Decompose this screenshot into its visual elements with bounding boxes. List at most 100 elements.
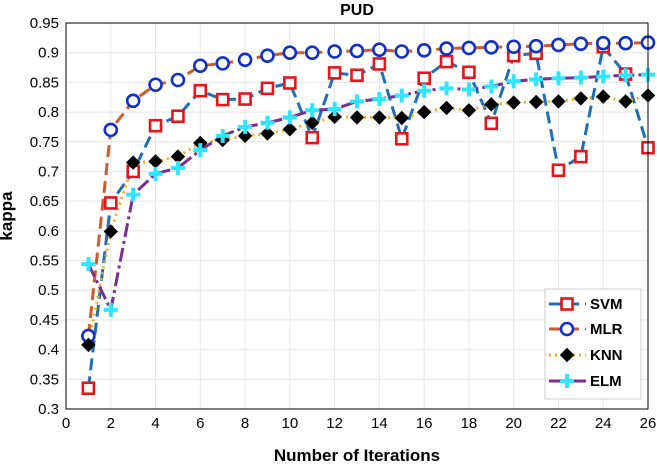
x-tick-label-5: 10 xyxy=(282,415,299,432)
data-point-svm-14 xyxy=(372,57,387,71)
data-point-elm-24 xyxy=(596,69,611,84)
y-tick-label-12: 0.9 xyxy=(38,45,59,62)
legend-marker-svm xyxy=(560,297,574,311)
data-point-elm-14 xyxy=(372,92,387,107)
y-tick-label-10: 0.8 xyxy=(38,104,59,121)
data-point-elm-7 xyxy=(215,128,230,143)
legend-marker-shape-mlr xyxy=(559,321,575,337)
data-point-knn-22 xyxy=(551,94,566,109)
data-point-mlr-19 xyxy=(484,40,499,55)
data-point-mlr-25 xyxy=(618,35,633,51)
data-point-elm-12 xyxy=(327,102,342,117)
y-tick-label-7: 0.65 xyxy=(30,193,59,210)
data-point-knn-19 xyxy=(484,97,499,112)
data-point-knn-14 xyxy=(372,110,387,125)
y-tick-label-2: 0.4 xyxy=(38,342,59,359)
x-tick-label-12: 24 xyxy=(595,415,612,432)
data-point-elm-18 xyxy=(461,82,476,97)
data-point-knn-11 xyxy=(305,115,320,130)
data-point-svm-2 xyxy=(103,196,118,210)
data-point-mlr-11 xyxy=(304,45,320,60)
data-point-elm-13 xyxy=(350,94,364,109)
x-tick-label-13: 26 xyxy=(640,415,657,432)
data-point-svm-8 xyxy=(238,92,252,106)
data-point-elm-16 xyxy=(417,83,432,98)
data-point-elm-22 xyxy=(551,71,566,86)
data-point-elm-6 xyxy=(193,143,208,158)
legend-marker-knn xyxy=(559,347,575,363)
legend-marker-shape-knn xyxy=(559,347,575,363)
data-point-elm-2 xyxy=(103,302,118,317)
data-point-svm-7 xyxy=(215,92,230,107)
data-point-mlr-2 xyxy=(103,122,119,138)
data-point-elm-21 xyxy=(529,72,544,87)
y-tick-label-1: 0.35 xyxy=(30,371,59,388)
data-point-knn-9 xyxy=(260,126,275,141)
data-point-elm-3 xyxy=(126,187,141,202)
data-point-knn-18 xyxy=(461,103,477,118)
data-point-svm-11 xyxy=(305,130,320,145)
data-point-mlr-7 xyxy=(215,56,230,71)
data-point-knn-10 xyxy=(282,122,298,137)
x-tick-label-6: 12 xyxy=(326,415,343,432)
x-tick-labels: 0 2 4 6 8 10 12 14 16 18 20 22 24 26 xyxy=(62,415,657,432)
data-point-knn-1 xyxy=(81,337,96,353)
x-tick-label-11: 22 xyxy=(550,415,567,432)
y-tick-label-6: 0.6 xyxy=(38,223,59,240)
y-axis-label: kappa xyxy=(0,191,16,241)
data-point-svm-9 xyxy=(260,81,275,96)
data-point-knn-23 xyxy=(573,91,589,106)
data-point-elm-17 xyxy=(439,81,454,96)
data-point-mlr-18 xyxy=(461,40,477,56)
data-point-svm-16 xyxy=(417,71,431,86)
data-point-mlr-3 xyxy=(125,93,141,109)
plot-frame xyxy=(65,22,649,410)
data-point-knn-15 xyxy=(394,110,409,126)
data-point-mlr-4 xyxy=(148,77,163,93)
data-point-mlr-5 xyxy=(170,72,186,88)
x-tick-label-9: 18 xyxy=(461,415,478,432)
x-tick-label-0: 0 xyxy=(62,415,70,432)
data-point-mlr-24 xyxy=(595,35,611,51)
legend-label-svm: SVM xyxy=(590,296,623,313)
data-point-mlr-17 xyxy=(439,41,454,56)
x-tick-label-3: 6 xyxy=(196,415,204,432)
legend-entry-mlr: MLR xyxy=(549,321,623,338)
data-point-svm-15 xyxy=(394,132,409,146)
data-point-svm-12 xyxy=(327,66,342,80)
y-tick-label-0: 0.3 xyxy=(38,401,59,418)
legend-entry-elm: ELM xyxy=(549,373,622,390)
data-point-elm-23 xyxy=(573,70,588,85)
data-point-knn-2 xyxy=(103,224,118,239)
data-point-elm-8 xyxy=(238,119,253,134)
legend-marker-shape-svm xyxy=(560,297,574,311)
data-point-svm-6 xyxy=(193,83,208,98)
legend-label-mlr: MLR xyxy=(590,321,623,338)
data-point-mlr-15 xyxy=(394,44,410,59)
legend-marker-shape-elm xyxy=(560,374,574,388)
data-point-mlr-22 xyxy=(551,37,566,53)
data-point-mlr-10 xyxy=(282,45,298,60)
y-tick-label-13: 0.95 xyxy=(30,15,59,32)
y-tick-label-4: 0.5 xyxy=(38,282,59,299)
data-point-elm-25 xyxy=(618,68,633,83)
x-axis-label: Number of Iterations xyxy=(274,446,440,465)
series-line-elm xyxy=(87,73,649,312)
data-point-elm-11 xyxy=(305,103,320,118)
data-point-knn-24 xyxy=(596,89,611,104)
data-point-mlr-13 xyxy=(349,43,365,59)
x-tick-label-8: 16 xyxy=(416,415,433,432)
series-markers-elm xyxy=(81,67,655,317)
data-point-knn-20 xyxy=(506,95,521,110)
data-point-mlr-20 xyxy=(506,39,521,55)
legend-entry-knn: KNN xyxy=(549,347,623,364)
x-tick-label-7: 14 xyxy=(371,415,388,432)
data-point-knn-3 xyxy=(125,155,141,170)
x-tick-label-1: 2 xyxy=(107,415,115,432)
data-point-mlr-12 xyxy=(327,44,342,59)
x-tick-label-2: 4 xyxy=(151,415,159,432)
legend: SVM MLR KNN ELM xyxy=(544,288,642,400)
data-point-mlr-16 xyxy=(416,43,432,58)
legend-entry-svm: SVM xyxy=(549,296,623,313)
